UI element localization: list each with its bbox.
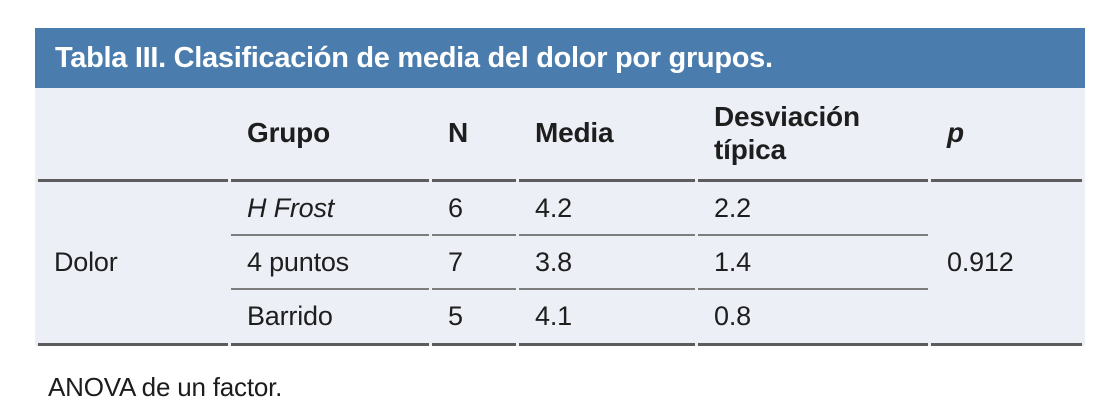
- col-header-n: N: [432, 88, 516, 182]
- cell-n-2: 5: [432, 290, 516, 346]
- table-title: Tabla III. Clasificación de media del do…: [35, 28, 1085, 88]
- cell-desviacion-2: 0.8: [698, 290, 928, 346]
- cell-grupo-1: 4 puntos: [231, 236, 429, 290]
- table-footnote: ANOVA de un factor.: [48, 372, 283, 402]
- col-header-grupo: Grupo: [231, 88, 429, 182]
- cell-media-0: 4.2: [519, 182, 695, 236]
- col-header-empty: [38, 88, 228, 182]
- cell-media-1: 3.8: [519, 236, 695, 290]
- header-row: Grupo N Media Desviación típica p: [38, 88, 1082, 182]
- cell-grupo-2: Barrido: [231, 290, 429, 346]
- cell-desviacion-0: 2.2: [698, 182, 928, 236]
- cell-grupo-0: H Frost: [231, 182, 429, 236]
- table-row: Dolor H Frost 6 4.2 2.2 0.912: [38, 182, 1082, 346]
- cell-n-1: 7: [432, 236, 516, 290]
- col-header-p: p: [931, 88, 1082, 182]
- table-figure: Tabla III. Clasificación de media del do…: [35, 28, 1085, 346]
- table-row: 4 puntos 7 3.8 1.4: [38, 236, 1082, 290]
- col-header-desviacion: Desviación típica: [698, 88, 928, 182]
- data-table: Grupo N Media Desviación típica p Dolor …: [35, 88, 1085, 346]
- table-row: Barrido 5 4.1 0.8: [38, 290, 1082, 346]
- cell-desviacion-1: 1.4: [698, 236, 928, 290]
- cell-p-value: 0.912: [931, 182, 1082, 346]
- row-group-label: Dolor: [38, 182, 228, 346]
- cell-n-0: 6: [432, 182, 516, 236]
- col-header-media: Media: [519, 88, 695, 182]
- cell-media-2: 4.1: [519, 290, 695, 346]
